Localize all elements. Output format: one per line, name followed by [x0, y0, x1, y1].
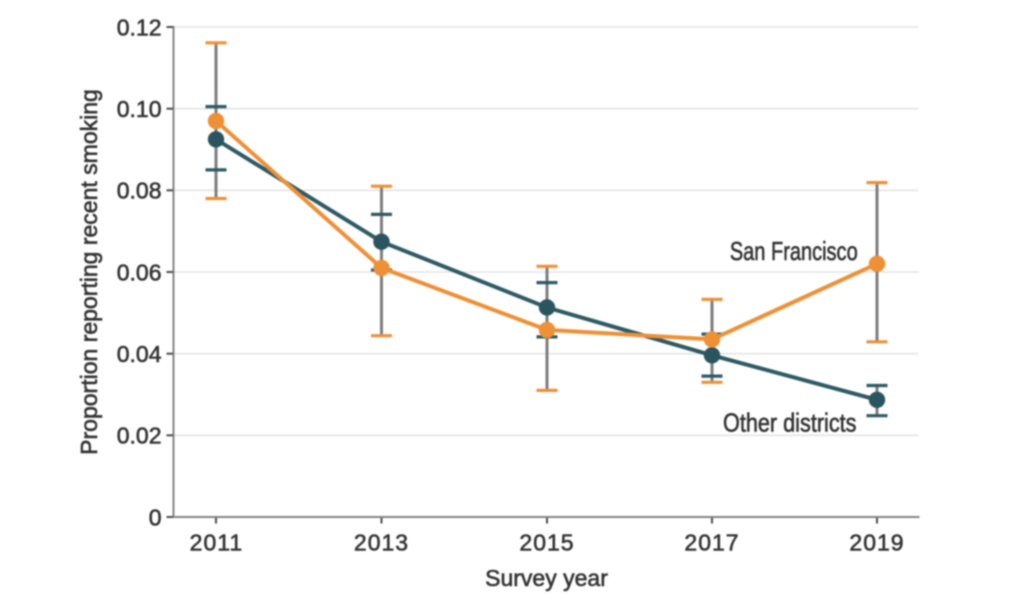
svg-text:2013: 2013	[354, 530, 409, 556]
svg-text:Survey year: Survey year	[485, 565, 608, 591]
svg-text:0: 0	[149, 504, 162, 530]
svg-text:0.02: 0.02	[117, 423, 162, 449]
svg-text:Proportion reporting recent sm: Proportion reporting recent smoking	[76, 89, 102, 455]
svg-text:Other districts: Other districts	[723, 410, 856, 438]
svg-text:0.08: 0.08	[117, 178, 162, 204]
svg-text:San Francisco: San Francisco	[730, 236, 858, 265]
svg-text:2011: 2011	[190, 530, 243, 556]
svg-text:0.04: 0.04	[117, 341, 162, 367]
svg-text:2019: 2019	[849, 530, 904, 556]
svg-text:2017: 2017	[684, 530, 739, 556]
svg-text:0.12: 0.12	[117, 14, 162, 40]
svg-text:2015: 2015	[519, 530, 574, 556]
svg-text:0.10: 0.10	[117, 96, 162, 122]
svg-text:0.06: 0.06	[117, 259, 162, 285]
